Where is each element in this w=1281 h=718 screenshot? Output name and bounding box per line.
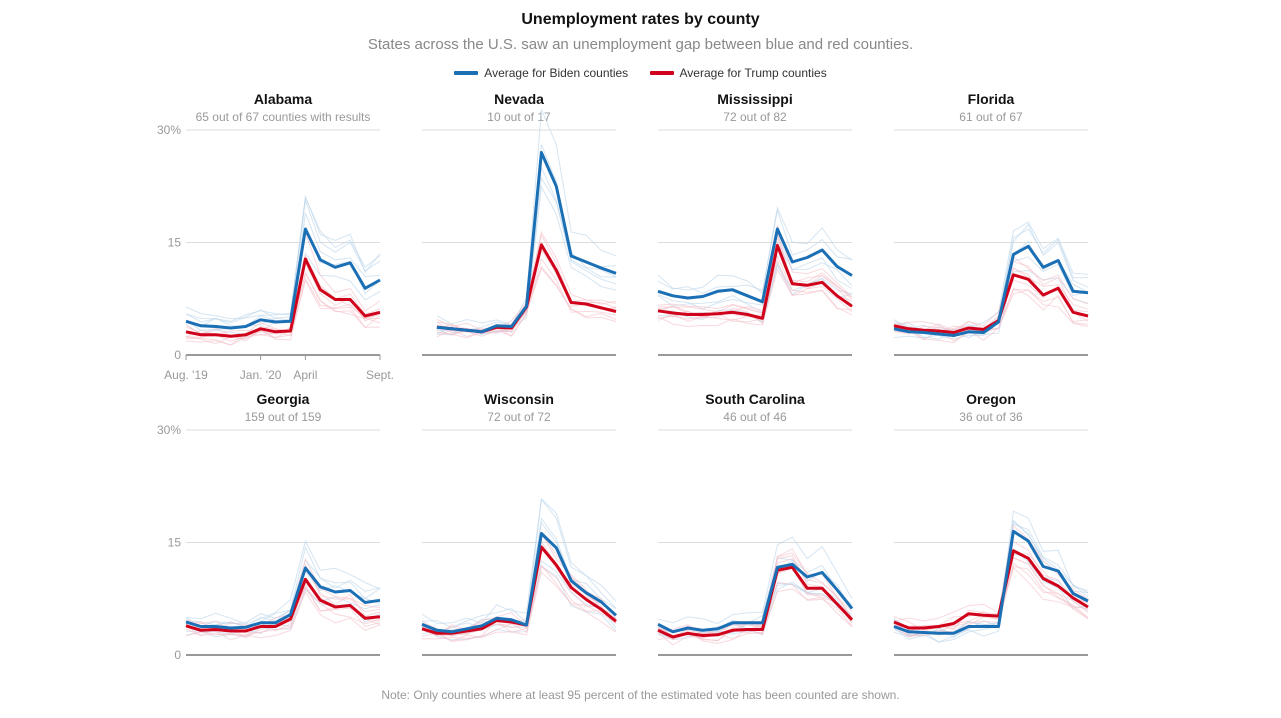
panel-georgia: 0 15 30% <box>157 423 381 662</box>
y-tick-label: 0 <box>174 348 181 362</box>
county-line <box>421 564 617 640</box>
x-tick-label: Jan. '20 <box>240 368 282 382</box>
biden-average-line <box>421 532 618 634</box>
panel-title: Oregon <box>966 391 1016 407</box>
x-tick-label: Aug. '19 <box>164 368 208 382</box>
panel-title: Mississippi <box>717 91 793 107</box>
county-line <box>657 232 853 314</box>
county-line <box>657 548 853 636</box>
county-line <box>185 539 381 625</box>
panel-title: Georgia <box>256 391 310 407</box>
trump-average-line <box>185 257 381 338</box>
y-tick-label: 15 <box>168 236 182 250</box>
county-line <box>185 563 381 632</box>
county-line <box>185 545 381 628</box>
county-line <box>657 268 853 328</box>
y-tick-label: 15 <box>168 536 182 550</box>
panel-title: Florida <box>967 91 1015 107</box>
county-line <box>893 519 1089 639</box>
county-line <box>893 524 1089 622</box>
panel-title: Alabama <box>253 91 313 107</box>
county-line <box>657 208 853 294</box>
county-line <box>421 565 617 642</box>
legend-swatch-trump <box>649 71 674 75</box>
county-line <box>185 558 381 627</box>
county-line <box>421 545 617 637</box>
panel-title: Wisconsin <box>484 391 554 407</box>
panel-wisconsin <box>421 429 618 656</box>
panel-oregon <box>893 429 1089 656</box>
biden-average-line <box>185 227 381 330</box>
chart-subtitle: States across the U.S. saw an unemployme… <box>367 36 914 53</box>
y-tick-label: 30% <box>157 123 181 137</box>
county-line <box>657 259 853 323</box>
x-tick-label: April <box>293 368 317 382</box>
county-line <box>657 241 853 310</box>
biden-average-line <box>893 529 1089 635</box>
biden-average-line <box>185 566 381 630</box>
trump-average-line <box>657 244 853 320</box>
county-line <box>657 205 853 295</box>
trump-average-line <box>657 565 854 639</box>
panel-county-count: 65 out of 67 counties with results <box>195 110 371 124</box>
trump-average-line <box>893 273 1089 334</box>
county-line <box>657 588 853 646</box>
panel-county-count: 61 out of 67 <box>959 110 1023 124</box>
chart-title: Unemployment rates by county <box>521 11 760 28</box>
biden-average-line <box>657 227 853 304</box>
panel-nevada <box>422 109 617 356</box>
county-line <box>893 548 1089 643</box>
legend: Average for Biden counties Average for T… <box>0 64 1281 80</box>
trump-average-line <box>436 243 617 334</box>
legend-label-trump: Average for Trump counties <box>679 66 827 80</box>
panel-florida <box>893 129 1089 356</box>
county-line <box>185 194 381 320</box>
footnote: Note: Only counties where at least 95 pe… <box>381 688 900 702</box>
legend-item-trump: Average for Trump counties <box>649 66 827 80</box>
county-line <box>185 579 381 638</box>
panel-county-count: 10 out of 17 <box>487 110 551 124</box>
x-tick-label: Sept. <box>366 368 394 382</box>
biden-average-line <box>893 244 1089 337</box>
county-line <box>185 271 381 346</box>
county-line <box>421 498 617 629</box>
biden-average-line <box>657 562 854 634</box>
panel-county-count: 159 out of 159 <box>244 410 322 424</box>
panel-county-count: 72 out of 82 <box>723 110 787 124</box>
county-line <box>421 565 617 641</box>
county-line <box>436 257 617 338</box>
county-line <box>893 289 1089 344</box>
legend-label-biden: Average for Biden counties <box>484 66 629 80</box>
trump-average-line <box>185 577 381 633</box>
county-line <box>893 523 1089 636</box>
panel-title: South Carolina <box>705 391 805 407</box>
biden-average-line <box>436 151 617 334</box>
y-tick-label: 0 <box>174 648 181 662</box>
county-line <box>421 571 617 642</box>
trump-average-line <box>893 549 1089 630</box>
county-line <box>185 272 381 345</box>
panel-south-carolina <box>657 429 854 656</box>
county-line <box>185 212 381 328</box>
county-line <box>893 566 1089 638</box>
county-line <box>893 255 1089 335</box>
panel-county-count: 72 out of 72 <box>487 410 551 424</box>
county-line <box>185 254 381 336</box>
panel-title: Nevada <box>494 91 544 107</box>
county-line <box>657 536 853 625</box>
county-line <box>436 267 617 339</box>
panel-county-count: 36 out of 36 <box>959 410 1023 424</box>
legend-item-biden: Average for Biden counties <box>454 66 628 80</box>
county-line <box>185 586 381 641</box>
legend-swatch-biden <box>454 71 479 75</box>
panel-alabama: 0 15 30% Aug. '19 Jan. '20 April Sept. <box>157 123 394 382</box>
panel-mississippi <box>657 129 853 356</box>
panel-county-count: 46 out of 46 <box>723 410 787 424</box>
y-tick-label: 30% <box>157 423 181 437</box>
